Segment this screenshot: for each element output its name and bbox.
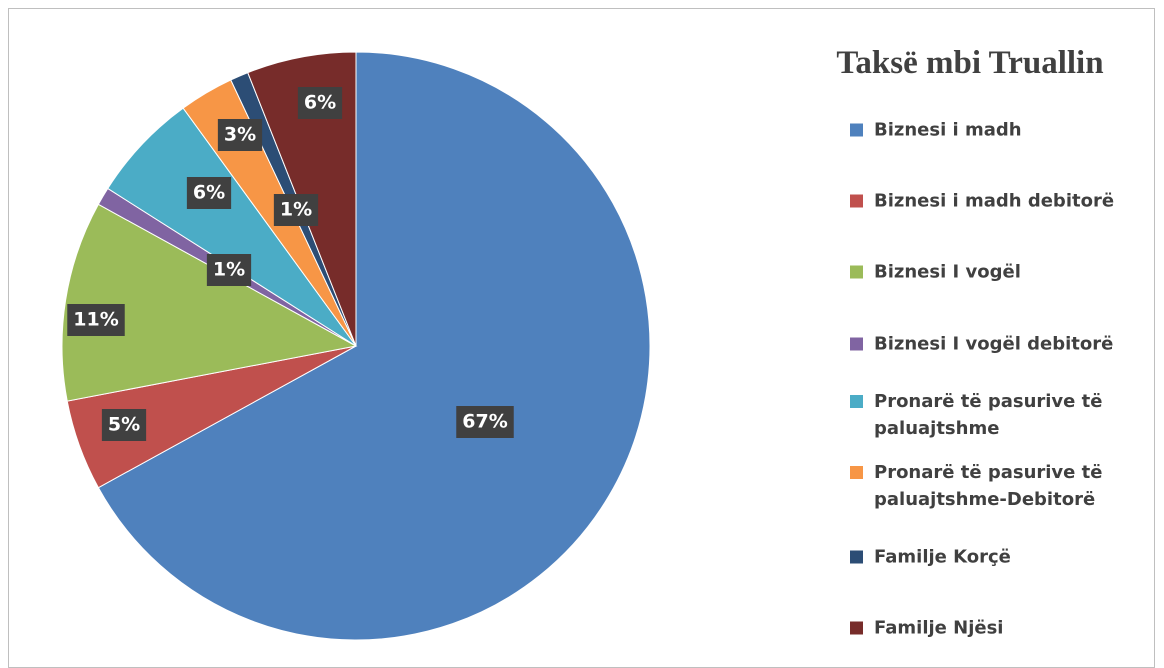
data-label-box xyxy=(186,177,232,209)
legend-item: Biznesi I vogël debitorë xyxy=(850,330,1140,357)
legend-item: Biznesi i madh debitorë xyxy=(850,188,1140,215)
legend-swatch xyxy=(850,394,863,408)
legend-label: Biznesi i madh xyxy=(874,119,1022,141)
legend-label: Biznesi I vogël xyxy=(874,261,1021,283)
legend-swatch xyxy=(850,265,863,279)
legend-item: Biznesi I vogël xyxy=(850,259,1140,286)
legend-label: Biznesi i madh debitorë xyxy=(874,190,1115,212)
pie-slice xyxy=(61,203,358,402)
chart-title: Taksë mbi Truallin xyxy=(836,45,1104,81)
legend-swatch xyxy=(850,550,863,564)
data-label-box xyxy=(456,406,514,438)
legend-swatch xyxy=(850,123,863,137)
legend-item: Pronarë të pasurive të paluajtshme-Debit… xyxy=(850,459,1140,513)
data-label-box xyxy=(297,87,343,119)
legend-swatch xyxy=(850,194,863,208)
legend-swatch xyxy=(850,621,863,635)
legend-label: Biznesi I vogël debitorë xyxy=(874,333,1114,355)
legend-label: Familje Njësi xyxy=(874,617,1004,639)
legend-swatch xyxy=(850,337,863,351)
legend-label: Pronarë të pasurive të paluajtshme xyxy=(874,390,1103,439)
data-label: 6% xyxy=(304,92,336,114)
legend-item: Pronarë të pasurive të paluajtshme xyxy=(850,388,1140,442)
data-label-box xyxy=(67,304,125,336)
data-label: 67% xyxy=(462,411,507,433)
data-label: 6% xyxy=(193,182,225,204)
data-label: 1% xyxy=(213,259,245,281)
data-label-box xyxy=(206,254,252,286)
data-label-box xyxy=(273,194,319,226)
legend-item: Familje Korçë xyxy=(850,544,1140,571)
pie-slice xyxy=(97,51,651,641)
data-label: 1% xyxy=(280,199,312,221)
legend-label: Pronarë të pasurive të paluajtshme-Debit… xyxy=(874,462,1103,510)
data-label: 5% xyxy=(108,414,140,436)
legend-item: Biznesi i madh xyxy=(850,117,1140,144)
data-label: 11% xyxy=(73,309,118,331)
data-label-box xyxy=(217,119,263,151)
legend-swatch xyxy=(850,466,863,479)
data-label: 3% xyxy=(224,124,256,146)
data-label-box xyxy=(101,409,147,441)
legend-label: Familje Korçë xyxy=(874,546,1011,568)
legend-item: Familje Njësi xyxy=(850,615,1140,642)
